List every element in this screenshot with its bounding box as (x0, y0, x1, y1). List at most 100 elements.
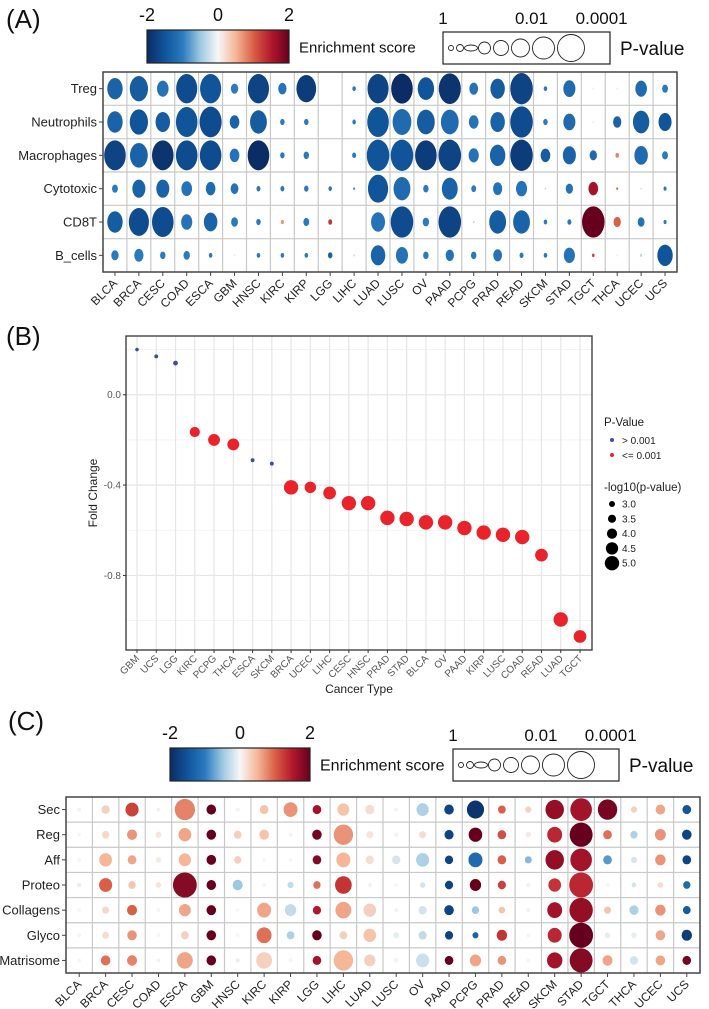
dot-Aff-SKCM (545, 850, 564, 870)
dot-Proteo-PAAD (444, 880, 454, 890)
dot-Proteo-HNSC (232, 879, 243, 891)
size-legend-label: 5.0 (622, 559, 636, 570)
dot-Neutrophils-HNSC (250, 110, 267, 134)
dot-Reg-PAAD (444, 829, 454, 840)
dot-Aff-PCPG (468, 852, 483, 868)
color-legend-label: > 0.001 (622, 436, 656, 447)
dot-CD8T-UCS (663, 219, 667, 225)
dot-CD8T-HNSC (256, 218, 261, 226)
row-label: Treg (71, 81, 97, 96)
dot-Matrisome-KIRC (256, 952, 273, 969)
y-tick-label: -0.4 (104, 481, 122, 492)
dot-Treg-GBM (230, 83, 239, 94)
dot-Neutrophils-PRAD (490, 111, 505, 133)
dot-Aff-COAD (155, 856, 162, 863)
dot-Proteo-KIRP (287, 881, 294, 889)
dot-Cytotoxic-CESC (156, 179, 170, 198)
x-tick-label: GBM (118, 653, 142, 677)
dot-Collagens-PAAD (444, 905, 454, 916)
dot-Matrisome-PRAD (497, 955, 507, 965)
size-legend-tick-label: 1 (438, 9, 447, 28)
point-PAAD (457, 520, 472, 536)
dot-B_cells-LUAD (370, 245, 386, 266)
size-legend-box (452, 748, 620, 782)
size-legend-box (442, 31, 611, 65)
dot-B_cells-KIRP (304, 252, 309, 258)
dot-Aff-KIRP (288, 858, 293, 862)
row-label: Collagens (2, 903, 60, 918)
dot-Proteo-BRCA (99, 878, 113, 892)
dot-Cytotoxic-PRAD (493, 182, 503, 196)
point-TGCT (573, 630, 587, 643)
size-legend-key (604, 556, 620, 571)
dot-Neutrophils-GBM (229, 115, 240, 129)
color-legend-key (610, 438, 614, 442)
row-label: B_cells (55, 248, 97, 263)
dot-Reg-KIRC (259, 829, 269, 840)
dot-B_cells-KIRC (280, 252, 285, 258)
dot-Proteo-BLCA (77, 882, 82, 888)
colorbar-tick-label: 2 (284, 5, 294, 25)
dot-Cytotoxic-TGCT (588, 181, 599, 196)
dot-Macrophages-UCEC (634, 145, 648, 165)
row-label: Cytotoxic (44, 181, 98, 196)
dot-Proteo-STAD (569, 872, 594, 898)
row-label: Proteo (22, 878, 60, 893)
dot-Reg-TGCT (603, 830, 612, 840)
dot-Treg-SKCM (543, 86, 548, 92)
column-label: LGG (308, 276, 336, 304)
dot-Cytotoxic-UCS (663, 186, 667, 191)
dot-CD8T-KIRC (280, 219, 284, 225)
dot-Proteo-CESC (128, 881, 136, 889)
color-legend-title: P-Value (604, 417, 644, 429)
panel-a-dotplot: -2 0 2 Enrichment score 1 0.01 0.0001 P-value Tr… (18, 5, 684, 311)
dot-Glyco-HNSC (236, 933, 240, 938)
dot-Sec-COAD (156, 807, 161, 812)
y-axis-title: Fold Change (86, 458, 100, 527)
color-legend-label: <= 0.001 (622, 451, 662, 462)
column-label: STAD (554, 977, 586, 1009)
dot-Sec-HNSC (235, 807, 240, 812)
dot-Macrophages-STAD (562, 146, 576, 165)
dot-Cytotoxic-PCPG (471, 185, 477, 193)
dot-Proteo-LIHC (335, 876, 352, 894)
dot-Reg-CESC (127, 829, 138, 840)
dot-Sec-PAAD (444, 804, 454, 815)
point-READ (535, 548, 548, 562)
dot-Sec-LUAD (365, 804, 375, 815)
dot-CD8T-CESC (151, 207, 174, 237)
point-STAD (399, 511, 414, 527)
dot-CD8T-COAD (181, 214, 193, 230)
column-label: PCPG (447, 977, 481, 1009)
dot-Macrophages-SKCM (540, 148, 551, 163)
dot-Macrophages-ESCA (199, 140, 222, 171)
dot-Glyco-STAD (569, 922, 594, 948)
dot-Proteo-PRAD (497, 880, 506, 890)
size-legend-title: P-value (629, 756, 693, 777)
dot-Matrisome-ESCA (176, 952, 193, 969)
column-label: UCS (642, 276, 670, 304)
dot-Macrophages-THCA (615, 152, 619, 158)
dot-Neutrophils-BRCA (129, 109, 149, 135)
dot-Proteo-THCA (631, 882, 637, 888)
point-UCEC (304, 481, 317, 494)
point-THCA (227, 438, 240, 451)
point-LGG (173, 360, 178, 366)
dot-Treg-ESCA (200, 74, 222, 104)
dot-Matrisome-UCS (682, 955, 692, 965)
dot-Neutrophils-LUAD (367, 107, 389, 137)
size-legend-circle (511, 38, 530, 58)
plot-background (126, 336, 592, 650)
dot-Matrisome-UCEC (655, 955, 666, 966)
dot-Glyco-KIRC (256, 927, 272, 944)
dot-Treg-LUAD (367, 74, 389, 104)
dot-Matrisome-SKCM (547, 952, 563, 969)
size-legend-circle (493, 40, 509, 56)
colorbar-tick-label: 0 (213, 5, 223, 25)
dot-Glyco-UCEC (655, 930, 666, 941)
dot-Treg-STAD (563, 80, 576, 98)
dot-Proteo-OV (419, 882, 426, 888)
column-label: HNSC (230, 276, 264, 310)
dot-Reg-LIHC (333, 824, 354, 845)
